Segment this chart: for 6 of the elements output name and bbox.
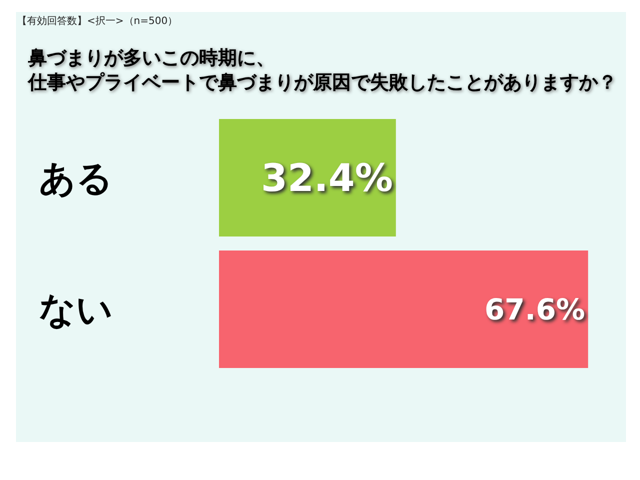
y-tick-label: ある: [39, 157, 113, 200]
text: 【有効回答数】<択一>（n=500）: [17, 15, 178, 27]
y-tick-label: ない: [39, 288, 113, 331]
chart-title: 鼻づまりが多いこの時期に、仕事やプライベートで鼻づまりが原因で失敗したことがありますか？: [27, 47, 617, 94]
data-label: 67.6%: [484, 292, 586, 326]
data-label: 32.4%: [261, 156, 393, 200]
